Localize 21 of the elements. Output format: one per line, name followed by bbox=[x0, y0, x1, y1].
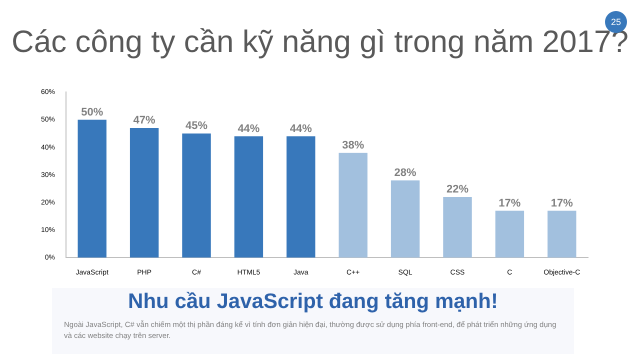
data-label: 45% bbox=[185, 120, 208, 132]
data-label: 17% bbox=[498, 197, 521, 210]
bar bbox=[286, 136, 316, 258]
data-label: 17% bbox=[550, 197, 574, 210]
data-label: 47% bbox=[133, 114, 156, 127]
bar bbox=[548, 210, 576, 258]
bar bbox=[78, 120, 106, 258]
data-label: 50% bbox=[81, 106, 104, 118]
bar bbox=[390, 180, 420, 258]
bar bbox=[130, 128, 159, 258]
data-label: 22% bbox=[446, 183, 469, 196]
bar bbox=[182, 134, 211, 258]
bar bbox=[495, 210, 524, 258]
text: Nhu cầu JavaScript đang tăng mạnh! bbox=[127, 290, 499, 314]
data-label: 44% bbox=[238, 122, 260, 135]
data-label: 38% bbox=[342, 139, 364, 152]
bar bbox=[443, 196, 472, 258]
bar bbox=[234, 136, 264, 258]
data-label: 28% bbox=[394, 166, 417, 179]
data-label: 44% bbox=[290, 122, 312, 135]
bar bbox=[338, 152, 368, 258]
